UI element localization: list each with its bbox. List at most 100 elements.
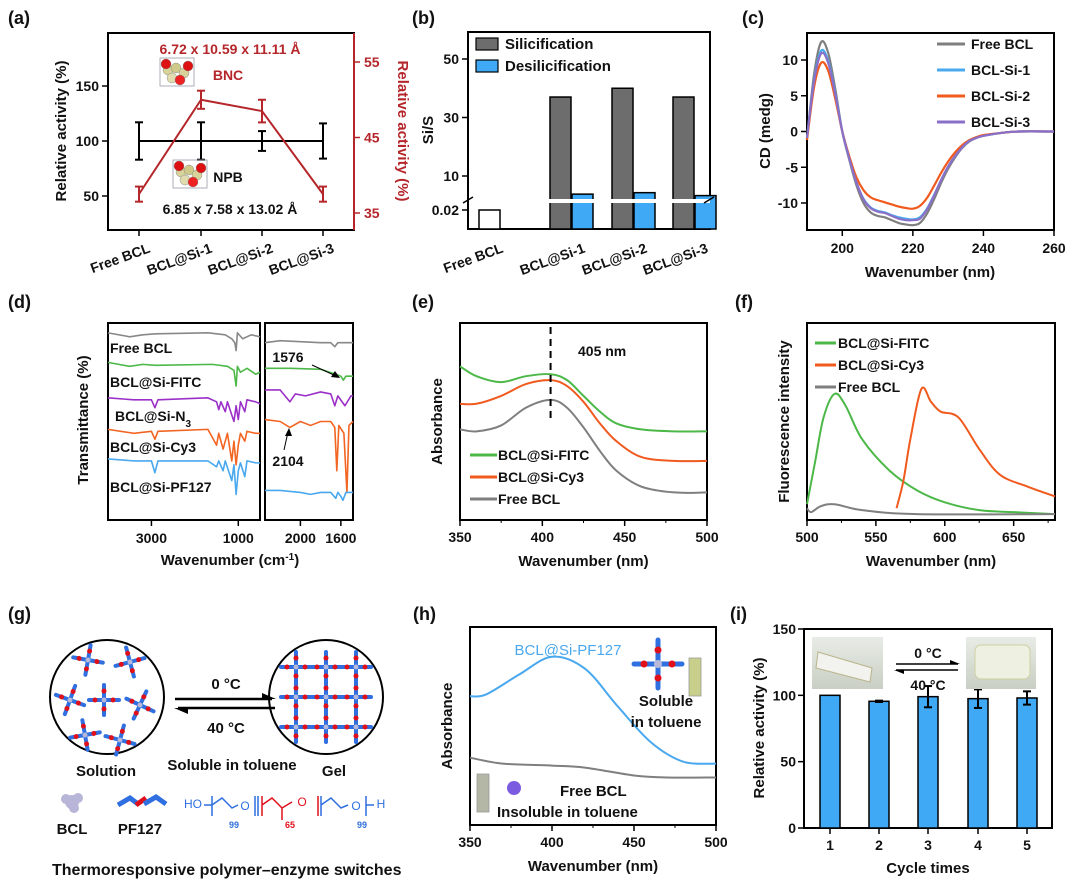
star-polymer — [87, 683, 121, 717]
star-polymer — [309, 650, 343, 684]
polymer-block — [323, 715, 329, 721]
star-polymer — [339, 650, 373, 684]
series-line-bcl-si-cy3 — [895, 386, 1056, 509]
panel-label: (i) — [730, 604, 747, 624]
x-tick-label: 1600 — [325, 530, 356, 546]
reverse-temperature-label: 40 °C — [207, 720, 245, 737]
y-right-axis-label: Relative activity (%) — [394, 61, 411, 202]
forward-temperature-label: 0 °C — [211, 676, 241, 693]
polymer-block — [293, 685, 299, 691]
soluble-label-2: in toluene — [631, 714, 702, 731]
y-tick-label: 50 — [83, 188, 99, 204]
spectrum-left-free-bcl — [107, 332, 261, 352]
spectrum-left-bcl-si-fitc — [107, 361, 261, 387]
x-tick-label: BCL@Si-1 — [518, 240, 588, 278]
star-polymer — [339, 680, 373, 714]
x-tick-label: 1000 — [223, 530, 254, 546]
x-tick-label: 2000 — [285, 530, 316, 546]
enzyme-core — [323, 664, 329, 670]
pf127-legend-label: PF127 — [118, 821, 162, 838]
enzyme-blob — [69, 803, 79, 813]
formula-o: O — [297, 795, 306, 809]
formula-ho: HO — [184, 797, 202, 811]
gel-state-diagram — [268, 639, 384, 755]
legend-label: BCL@Si-Cy3 — [498, 469, 584, 485]
arrowhead — [174, 708, 188, 714]
formula-n-peo: 99 — [357, 820, 367, 830]
bcl-enzyme-icon — [61, 793, 83, 813]
polymer-block — [101, 688, 107, 694]
soluble-in-toluene-label: Soluble in toluene — [167, 757, 296, 774]
polymer-block — [94, 659, 100, 665]
bar-desilicification — [633, 191, 656, 230]
y-tick-label: 50 — [780, 754, 796, 770]
legend-label: BCL@Si-FITC — [838, 335, 929, 351]
polymer-block — [59, 694, 65, 700]
x-axis-label-superscript: -1 — [285, 552, 294, 563]
enzyme-core — [137, 702, 143, 708]
star-polymer — [309, 710, 343, 744]
heat-label: 40 °C — [910, 677, 945, 693]
vial-insoluble-icon — [476, 773, 490, 813]
panel-label: (c) — [742, 8, 764, 28]
x-tick-label: 350 — [458, 834, 482, 850]
pf127-peo-block — [142, 794, 168, 807]
peak-annotation-2104: 2104 — [272, 453, 303, 469]
plot-frame-d-left — [107, 322, 261, 521]
y-tick-label: 0 — [790, 124, 798, 140]
enzyme-core — [101, 697, 107, 703]
series-label-pf127: BCL@Si-PF127 — [515, 642, 622, 659]
x-axis-label: Wavenumber (nm) — [528, 858, 658, 875]
bnc-dimensions: 6.72 x 10.59 x 11.11 Å — [160, 41, 301, 57]
polymer-block — [84, 741, 90, 747]
y-axis-label: CD (medg) — [757, 93, 774, 169]
polymer-block — [353, 685, 359, 691]
polymer-block — [344, 724, 350, 730]
y-tick-label: 10 — [443, 168, 459, 184]
x-tick-label: 3 — [924, 837, 932, 853]
axis-break-mark — [703, 196, 715, 204]
polymer-block — [293, 733, 299, 739]
polymer-block — [125, 650, 131, 656]
polymer-block — [80, 723, 86, 729]
enzyme-blob — [61, 794, 71, 804]
solution-state-diagram — [49, 639, 165, 757]
series-line-bcl-si-3 — [805, 51, 1055, 222]
npb-label: NPB — [213, 169, 243, 185]
polymer-block — [91, 730, 97, 736]
x-tick-label: 400 — [531, 529, 555, 545]
bar-silicification — [549, 96, 572, 230]
trace-label: BCL@Si-Cy3 — [110, 439, 196, 455]
polymer-block — [323, 673, 329, 679]
cool-label: 0 °C — [914, 645, 941, 661]
enzyme-core — [85, 657, 91, 663]
polymer-block — [118, 661, 124, 667]
x-axis-label: Wavenumber (nm) — [518, 553, 648, 570]
bnc-label: BNC — [213, 67, 243, 83]
star-polymer — [124, 689, 156, 721]
legend-label: BCL-Si-1 — [971, 62, 1030, 78]
panel-label: (f) — [735, 292, 753, 312]
polymer-block — [83, 666, 89, 672]
star-polymer — [53, 683, 87, 717]
polymer-block — [332, 664, 338, 670]
polymer-block — [302, 724, 308, 730]
gel-vial-body — [974, 644, 1031, 680]
polymer-block — [115, 746, 121, 752]
x-tick-label: 650 — [1002, 529, 1026, 545]
polymer-block — [353, 655, 359, 661]
peo-bond — [204, 796, 259, 816]
panel-label: (d) — [8, 292, 31, 312]
x-axis-label: Cycle times — [886, 860, 969, 877]
gel-label: Gel — [322, 763, 346, 780]
series-line-bcl-si-fitc — [806, 392, 1056, 516]
polymer-block — [314, 724, 320, 730]
enzyme-core — [293, 664, 299, 670]
x-tick-label: 500 — [795, 529, 819, 545]
free-bcl-enzyme-icon — [507, 781, 521, 795]
npb-molecule-icon — [172, 159, 208, 189]
polymer-block — [353, 673, 359, 679]
enzyme-blob — [73, 793, 83, 803]
enzyme-core — [353, 694, 359, 700]
arrowhead — [285, 428, 292, 436]
